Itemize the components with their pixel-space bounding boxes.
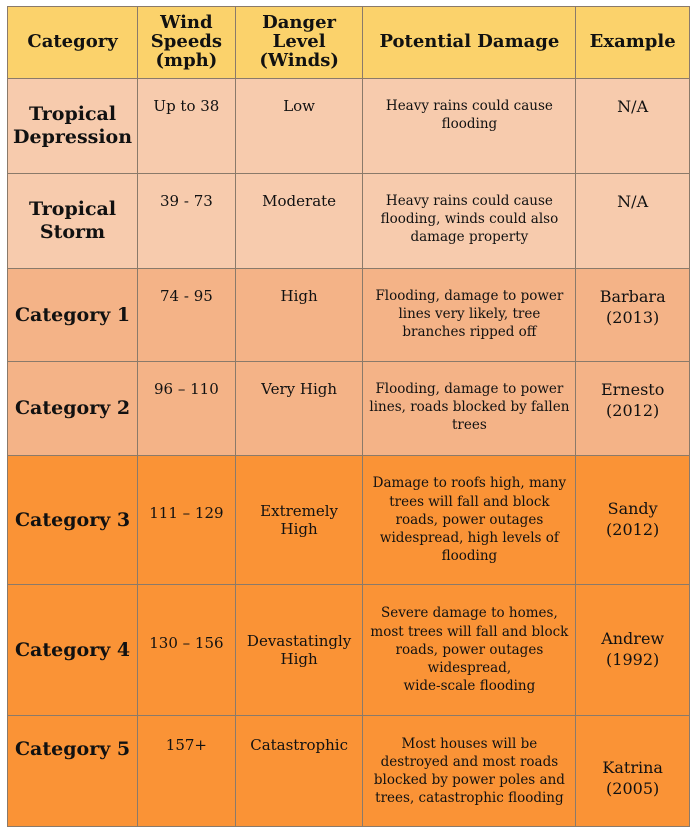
table-row: Tropical Storm 39 - 73 Moderate Heavy ra… <box>6 173 690 269</box>
cell-category: Tropical Storm <box>6 173 139 269</box>
cell-danger-level: Catastrophic <box>234 715 364 827</box>
cell-example: N/A <box>575 78 690 174</box>
cell-danger-level: Very High <box>234 361 364 456</box>
cell-potential-damage: Damage to roofs high, many trees will fa… <box>362 455 577 585</box>
cell-potential-damage: Flooding, damage to power lines, roads b… <box>362 361 577 456</box>
cell-wind-speeds: Up to 38 <box>137 78 236 174</box>
cell-wind-speeds: 157+ <box>137 715 236 827</box>
cell-example: Sandy (2012) <box>575 455 690 585</box>
cell-danger-level: Extremely High <box>234 455 364 585</box>
cell-example: Barbara (2013) <box>575 268 690 362</box>
cell-potential-damage: Heavy rains could cause flooding <box>362 78 577 174</box>
table-row: Tropical Depression Up to 38 Low Heavy r… <box>6 78 690 174</box>
header-danger-level: Danger Level (Winds) <box>234 6 364 79</box>
cell-wind-speeds: 39 - 73 <box>137 173 236 269</box>
header-potential-damage: Potential Damage <box>362 6 577 79</box>
table-row: Category 2 96 – 110 Very High Flooding, … <box>6 361 690 456</box>
cell-category: Category 3 <box>6 455 139 585</box>
header-wind-speeds: Wind Speeds (mph) <box>137 6 236 79</box>
cell-wind-speeds: 74 - 95 <box>137 268 236 362</box>
cell-potential-damage: Heavy rains could cause flooding, winds … <box>362 173 577 269</box>
cell-wind-speeds: 96 – 110 <box>137 361 236 456</box>
cell-example: Ernesto (2012) <box>575 361 690 456</box>
hurricane-table-container: Category Wind Speeds (mph) Danger Level … <box>6 6 690 827</box>
table-row: Category 5 157+ Catastrophic Most houses… <box>6 715 690 827</box>
cell-wind-speeds: 130 – 156 <box>137 584 236 716</box>
header-category: Category <box>6 6 139 79</box>
cell-potential-damage: Severe damage to homes, most trees will … <box>362 584 577 716</box>
cell-danger-level: Moderate <box>234 173 364 269</box>
cell-category: Category 5 <box>6 715 139 827</box>
cell-example: N/A <box>575 173 690 269</box>
table-row: Category 3 111 – 129 Extremely High Dama… <box>6 455 690 585</box>
cell-category: Category 4 <box>6 584 139 716</box>
cell-category: Tropical Depression <box>6 78 139 174</box>
cell-example: Katrina (2005) <box>575 715 690 827</box>
cell-danger-level: High <box>234 268 364 362</box>
table-row: Category 1 74 - 95 High Flooding, damage… <box>6 268 690 362</box>
cell-danger-level: Devastatingly High <box>234 584 364 716</box>
header-row: Category Wind Speeds (mph) Danger Level … <box>6 6 690 79</box>
cell-danger-level: Low <box>234 78 364 174</box>
table-row: Category 4 130 – 156 Devastatingly High … <box>6 584 690 716</box>
cell-example: Andrew (1992) <box>575 584 690 716</box>
cell-potential-damage: Most houses will be destroyed and most r… <box>362 715 577 827</box>
hurricane-category-table: Category Wind Speeds (mph) Danger Level … <box>6 6 690 827</box>
cell-wind-speeds: 111 – 129 <box>137 455 236 585</box>
cell-category: Category 1 <box>6 268 139 362</box>
cell-category: Category 2 <box>6 361 139 456</box>
header-example: Example <box>575 6 690 79</box>
cell-potential-damage: Flooding, damage to power lines very lik… <box>362 268 577 362</box>
